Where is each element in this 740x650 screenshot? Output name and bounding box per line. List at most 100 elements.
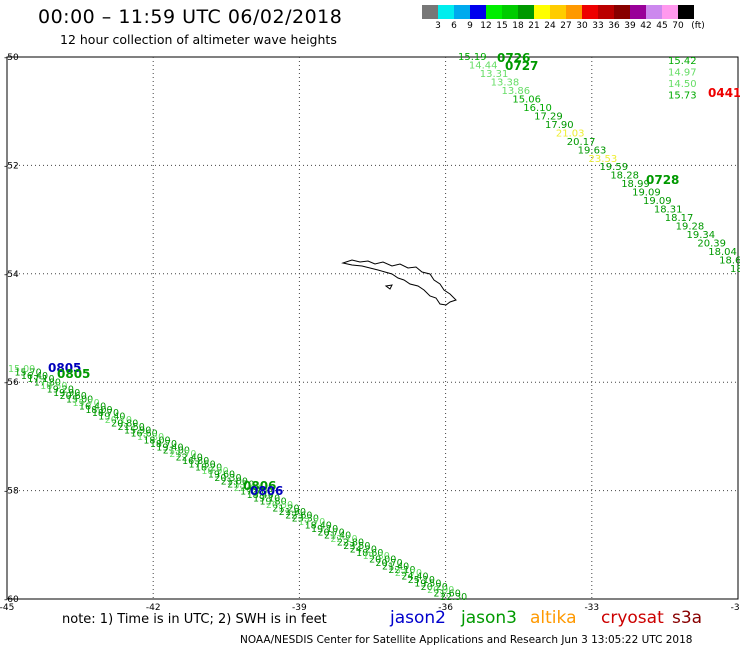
- legend-label: 3: [435, 21, 441, 31]
- track-value: 16.10: [523, 103, 552, 114]
- legend-label: 45: [656, 21, 668, 31]
- track-value: 19.34: [686, 230, 715, 241]
- legend-swatch-16: [662, 5, 678, 19]
- legend-swatch-3: [454, 5, 470, 19]
- track-mark: 23.50: [343, 541, 370, 552]
- x-tick-label: -36: [438, 603, 453, 613]
- pass-time-label: 0806: [250, 484, 283, 498]
- legend-swatch-1: [422, 5, 438, 19]
- track-mark: 25.10: [408, 575, 435, 586]
- legend-swatch-14: [630, 5, 646, 19]
- track-value: 18: [730, 264, 740, 275]
- track-mark: 18.00: [85, 405, 112, 416]
- track-mark: 22.10: [330, 534, 357, 545]
- legend-swatch-12: [598, 5, 614, 19]
- legend-label: 70: [672, 21, 684, 31]
- track-mark: 19.40: [98, 412, 125, 423]
- legend-label: 18: [512, 21, 524, 31]
- track-mark: 19.80: [259, 497, 286, 508]
- track-mark: 16.60: [131, 429, 158, 440]
- track-value: 19.63: [578, 145, 607, 156]
- plot-frame: [6, 56, 739, 600]
- legend-label: (ft): [691, 21, 705, 31]
- y-tick-label: -60: [4, 595, 19, 605]
- map-title: 00:00 – 11:59 UTC 06/02/2018: [38, 6, 343, 28]
- track-value: 13.31: [480, 69, 509, 80]
- track-mark: 20.60: [60, 391, 87, 402]
- legend-swatch-6: [502, 5, 518, 19]
- track-value: 18.62: [719, 256, 740, 267]
- track-mark: 22.60: [285, 510, 312, 521]
- track-mark: 17.30: [137, 432, 164, 443]
- track-mark: 16.40: [79, 401, 106, 412]
- track-mark: 19.60: [208, 469, 235, 480]
- track-mark: 24.40: [401, 572, 428, 583]
- track-mark: 23.30: [292, 514, 319, 525]
- track-mark: 21.20: [272, 504, 299, 515]
- legend-label: 36: [608, 21, 620, 31]
- track-mark: 18.20: [195, 463, 222, 474]
- track-mark: 21.70: [169, 449, 196, 460]
- pass-time-label: 0806: [243, 479, 276, 493]
- track-mark: 20.90: [427, 585, 454, 596]
- track-mark: 17.50: [189, 459, 216, 470]
- grid-lines: [7, 57, 738, 599]
- legend-swatch-13: [614, 5, 630, 19]
- track-mark: 17.70: [240, 487, 267, 498]
- track-value: 14.50: [668, 79, 697, 90]
- color-scale-legend: [422, 5, 694, 19]
- track-mark: 18.00: [143, 435, 170, 446]
- track-mark: 21.60: [434, 589, 461, 600]
- track-value: 18.04: [708, 247, 737, 258]
- track-mark: 15.70: [72, 398, 99, 409]
- legend-swatch-5: [486, 5, 502, 19]
- track-mark: 15.00: [8, 364, 35, 375]
- y-tick-label: -50: [4, 53, 19, 63]
- island-outline: [341, 259, 457, 306]
- track-value: 23.53: [589, 154, 618, 165]
- track-value: 15.42: [668, 56, 697, 67]
- pass-time-label: 0727: [505, 59, 538, 73]
- track-mark: 17.80: [34, 378, 61, 389]
- legend-swatch-8: [534, 5, 550, 19]
- legend-label: 39: [624, 21, 636, 31]
- track-mark: 21.50: [118, 422, 145, 433]
- pass-time-label: 0726: [497, 51, 530, 65]
- track-value: 19.09: [632, 188, 661, 199]
- track-values-southwest: 15.0015.7016.4017.1017.8018.5019.2019.90…: [8, 364, 467, 603]
- pass-time-label: 0805: [57, 367, 90, 381]
- track-mark: 17.10: [27, 374, 54, 385]
- track-mark: 21.00: [163, 446, 190, 457]
- legend-label: 6: [451, 21, 457, 31]
- track-values-northeast: 15.1914.4413.3113.3813.8615.0616.1017.29…: [458, 52, 740, 275]
- track-value: 19.09: [643, 196, 672, 207]
- legend-label: 33: [592, 21, 604, 31]
- track-mark: 19.10: [253, 493, 280, 504]
- legend-label: 12: [480, 21, 492, 31]
- satellite-altika: altika: [530, 608, 577, 628]
- track-mark: 20.20: [421, 582, 448, 593]
- y-tick-label: -58: [4, 487, 19, 497]
- track-mark: 21.40: [324, 531, 351, 542]
- track-mark: 23.70: [395, 568, 422, 579]
- track-value: 14.44: [469, 60, 498, 71]
- map-subtitle: 12 hour collection of altimeter wave hei…: [60, 32, 337, 47]
- x-tick-label: -33: [584, 603, 599, 613]
- track-mark: 20.80: [111, 418, 138, 429]
- track-value: 21.03: [556, 128, 585, 139]
- note-text: note: 1) Time is in UTC; 2) SWH is in fe…: [62, 612, 327, 627]
- x-tick-label: -39: [292, 603, 307, 613]
- track-mark: 20.50: [266, 500, 293, 511]
- track-mark: 20.10: [105, 415, 132, 426]
- track-mark: 19.30: [363, 551, 390, 562]
- satellite-s3a: s3a: [672, 608, 703, 628]
- track-value: 13.38: [491, 77, 520, 88]
- legend-swatch-4: [470, 5, 486, 19]
- track-value: 17.90: [545, 120, 574, 131]
- y-tick-label: -52: [4, 161, 19, 171]
- track-value: 20.39: [697, 239, 726, 250]
- legend-swatch-2: [438, 5, 454, 19]
- track-value: 19.59: [599, 162, 628, 173]
